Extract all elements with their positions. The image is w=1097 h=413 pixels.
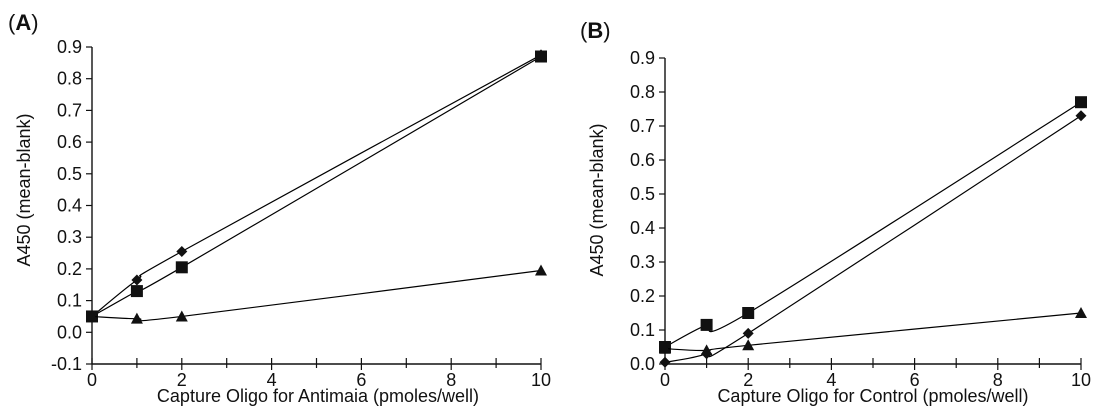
data-point-square bbox=[130, 285, 143, 298]
x-tick-label: 4 bbox=[826, 370, 836, 390]
panel-label-b: (B) bbox=[580, 18, 611, 43]
series-line-triangle bbox=[91, 269, 542, 322]
data-point-diamond bbox=[131, 274, 143, 286]
x-tick-label: 2 bbox=[743, 370, 753, 390]
y-tick-label: 0.4 bbox=[630, 218, 655, 238]
x-tick-label: 10 bbox=[531, 370, 551, 390]
data-point-diamond bbox=[1075, 110, 1087, 122]
data-point-triangle bbox=[175, 310, 188, 322]
x-tick-label: 10 bbox=[1071, 370, 1091, 390]
data-point-triangle bbox=[700, 344, 713, 356]
x-tick-label: 6 bbox=[356, 370, 366, 390]
y-tick-label: 0.3 bbox=[630, 252, 655, 272]
y-axis-title-a: A450 (mean-blank) bbox=[14, 113, 34, 266]
x-tick-label: 2 bbox=[177, 370, 187, 390]
data-point-diamond bbox=[176, 245, 188, 257]
x-tick-label: 8 bbox=[993, 370, 1003, 390]
y-tick-label: 0.9 bbox=[630, 48, 655, 68]
y-tick-label: -0.1 bbox=[51, 354, 82, 374]
chart-panel-b: A450 (mean-blank) Capture Oligo for Cont… bbox=[587, 48, 1091, 406]
y-tick-label: 0.4 bbox=[57, 196, 82, 216]
y-axis-title-b: A450 (mean-blank) bbox=[587, 123, 607, 276]
data-point-triangle bbox=[86, 310, 98, 322]
y-tick-label: 0.0 bbox=[57, 322, 82, 342]
x-tick-label: 4 bbox=[267, 370, 277, 390]
x-tick-label: 8 bbox=[446, 370, 456, 390]
y-tick-label: 0.7 bbox=[57, 100, 82, 120]
data-point-triangle bbox=[130, 312, 143, 324]
y-tick-label: 0.1 bbox=[57, 291, 82, 311]
y-tick-label: 0.2 bbox=[630, 286, 655, 306]
data-point-square bbox=[742, 307, 755, 319]
series-line-square bbox=[91, 55, 542, 317]
data-point-square bbox=[1075, 96, 1087, 109]
x-tick-label: 0 bbox=[87, 370, 97, 390]
y-tick-label: 0.1 bbox=[630, 320, 655, 340]
y-tick-label: 0.5 bbox=[57, 164, 82, 184]
y-tick-label: 0.5 bbox=[630, 184, 655, 204]
y-tick-label: 0.9 bbox=[57, 37, 82, 57]
y-tick-label: 0.0 bbox=[630, 354, 655, 374]
data-point-square bbox=[535, 50, 547, 63]
y-tick-label: 0.2 bbox=[57, 259, 82, 279]
data-point-square bbox=[175, 261, 188, 274]
data-point-triangle bbox=[535, 264, 547, 276]
data-point-triangle bbox=[659, 342, 671, 354]
y-tick-label: 0.3 bbox=[57, 227, 82, 247]
x-axis-title-b: Capture Oligo for Control (pmoles/well) bbox=[717, 386, 1028, 406]
data-point-diamond bbox=[742, 327, 754, 339]
data-point-triangle bbox=[1075, 307, 1087, 318]
x-axis-title-a: Capture Oligo for Antimaia (pmoles/well) bbox=[157, 386, 479, 406]
series-line-square bbox=[664, 101, 1082, 348]
data-point-diamond bbox=[659, 356, 671, 368]
series-line-triangle bbox=[664, 312, 1082, 352]
x-tick-label: 0 bbox=[660, 370, 670, 390]
y-tick-label: 0.8 bbox=[630, 82, 655, 102]
data-point-triangle bbox=[742, 339, 755, 351]
y-tick-label: 0.7 bbox=[630, 116, 655, 136]
y-tick-label: 0.6 bbox=[57, 132, 82, 152]
series-line-diamond bbox=[91, 54, 542, 317]
panel-label-a: (A) bbox=[8, 10, 39, 35]
y-tick-label: 0.8 bbox=[57, 69, 82, 89]
data-point-square bbox=[700, 318, 713, 331]
chart-panel-a: A450 (mean-blank) Capture Oligo for Anti… bbox=[14, 37, 551, 406]
y-tick-label: 0.6 bbox=[630, 150, 655, 170]
x-tick-label: 6 bbox=[910, 370, 920, 390]
